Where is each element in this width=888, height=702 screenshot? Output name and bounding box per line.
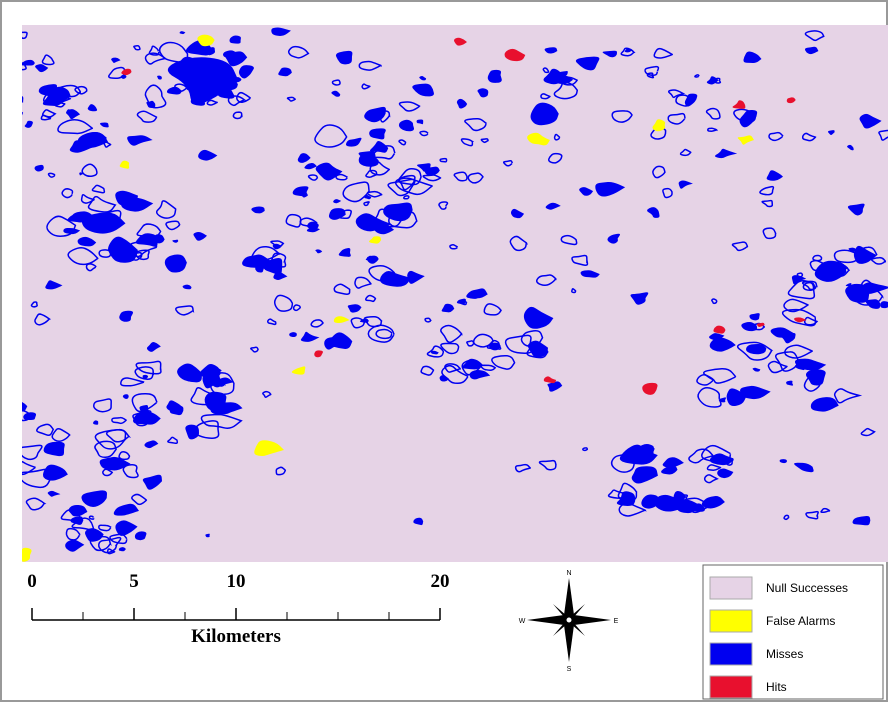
region — [746, 344, 766, 354]
scale-label: 20 — [431, 571, 450, 592]
scale-label: 5 — [129, 571, 139, 592]
compass-e: E — [614, 618, 619, 625]
map-figure: 0 5 10 20 Kilometers N S W E Null Successes F… — [0, 0, 888, 702]
compass-s: S — [567, 666, 572, 673]
legend: Null Successes False Alarms Misses Hits — [703, 565, 883, 699]
legend-label: Misses — [766, 647, 803, 661]
legend-label: False Alarms — [766, 614, 835, 628]
legend-label: Null Successes — [766, 581, 848, 595]
compass-center — [566, 617, 572, 623]
legend-label: Hits — [766, 680, 787, 694]
compass-n: N — [566, 570, 571, 577]
scale-unit: Kilometers — [191, 626, 281, 647]
map-area — [0, 25, 888, 562]
legend-swatch — [710, 676, 752, 698]
legend-swatch — [710, 577, 752, 599]
compass-w: W — [519, 618, 526, 625]
legend-swatch — [710, 643, 752, 665]
scale-label: 10 — [227, 571, 246, 592]
scale-label: 0 — [27, 571, 37, 592]
legend-swatch — [710, 610, 752, 632]
